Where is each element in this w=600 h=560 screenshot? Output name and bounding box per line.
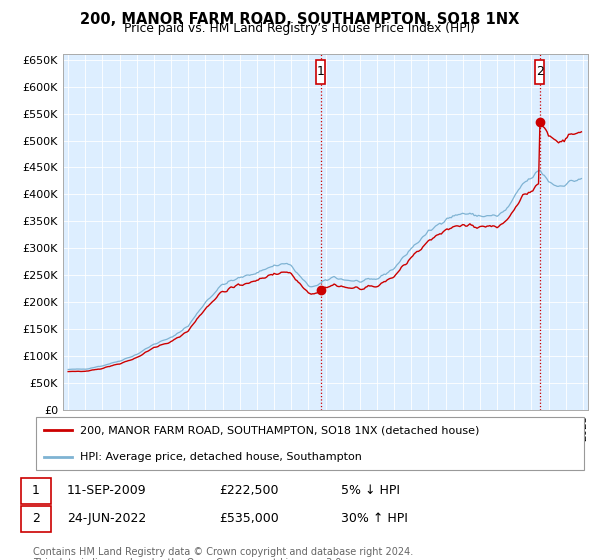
Text: £222,500: £222,500 (220, 484, 279, 497)
FancyBboxPatch shape (21, 478, 51, 504)
Text: Contains HM Land Registry data © Crown copyright and database right 2024.
This d: Contains HM Land Registry data © Crown c… (33, 547, 413, 560)
FancyBboxPatch shape (535, 60, 544, 84)
FancyBboxPatch shape (316, 60, 325, 84)
Text: 2: 2 (536, 66, 544, 78)
Text: HPI: Average price, detached house, Southampton: HPI: Average price, detached house, Sout… (80, 452, 362, 462)
FancyBboxPatch shape (21, 506, 51, 532)
Text: 2: 2 (32, 512, 40, 525)
Text: 30% ↑ HPI: 30% ↑ HPI (341, 512, 407, 525)
Text: 200, MANOR FARM ROAD, SOUTHAMPTON, SO18 1NX (detached house): 200, MANOR FARM ROAD, SOUTHAMPTON, SO18 … (80, 425, 479, 435)
Text: Price paid vs. HM Land Registry’s House Price Index (HPI): Price paid vs. HM Land Registry’s House … (125, 22, 476, 35)
Text: 5% ↓ HPI: 5% ↓ HPI (341, 484, 400, 497)
FancyBboxPatch shape (36, 417, 584, 470)
Text: 1: 1 (32, 484, 40, 497)
Text: 200, MANOR FARM ROAD, SOUTHAMPTON, SO18 1NX: 200, MANOR FARM ROAD, SOUTHAMPTON, SO18 … (80, 12, 520, 27)
Text: 24-JUN-2022: 24-JUN-2022 (67, 512, 146, 525)
Text: 11-SEP-2009: 11-SEP-2009 (67, 484, 146, 497)
Text: 1: 1 (317, 66, 325, 78)
Text: £535,000: £535,000 (220, 512, 280, 525)
